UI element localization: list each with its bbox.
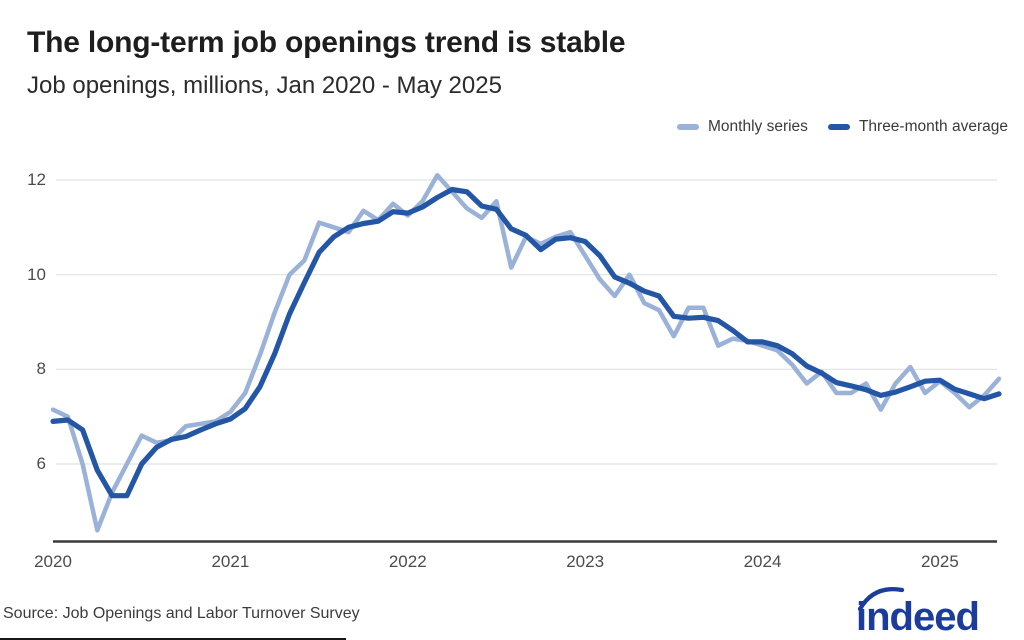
y-tick-label-12: 12 <box>27 170 46 189</box>
x-tick-label-2023: 2023 <box>566 552 605 571</box>
x-tick-label-2021: 2021 <box>211 552 250 571</box>
x-tick-label-2020: 2020 <box>34 552 72 571</box>
monthly-series-legend-label: Monthly series <box>708 118 808 135</box>
indeed-swoosh-icon <box>857 587 905 612</box>
three-month-average-swatch-icon <box>827 124 850 130</box>
chart-title: The long-term job openings trend is stab… <box>27 26 626 59</box>
three-month-average-legend-label: Three-month average <box>858 118 1008 135</box>
x-tick-label-2024: 2024 <box>743 552 782 571</box>
monthly-series-line <box>50 173 1002 533</box>
indeed-logo-graphic: indeed <box>856 587 980 639</box>
source-note: Source: Job Openings and Labor Turnover … <box>3 605 360 622</box>
x-tick-label-2025: 2025 <box>920 552 959 571</box>
monthly-series-swatch-icon <box>677 124 699 130</box>
chart-subtitle: Job openings, millions, Jan 2020 - May 2… <box>27 72 502 99</box>
bottom-border-line <box>0 638 346 640</box>
y-tick-label-10: 10 <box>27 264 46 284</box>
y-tick-label-8: 8 <box>36 359 46 379</box>
x-tick-label-2022: 2022 <box>388 552 427 571</box>
indeed-logo-text: indeed <box>856 595 979 638</box>
indeed-logo: indeed <box>852 582 1012 640</box>
y-tick-label-6: 6 <box>36 453 46 473</box>
three-month-average-line <box>50 186 1002 499</box>
legend: Monthly series Three-month average <box>677 118 1008 136</box>
